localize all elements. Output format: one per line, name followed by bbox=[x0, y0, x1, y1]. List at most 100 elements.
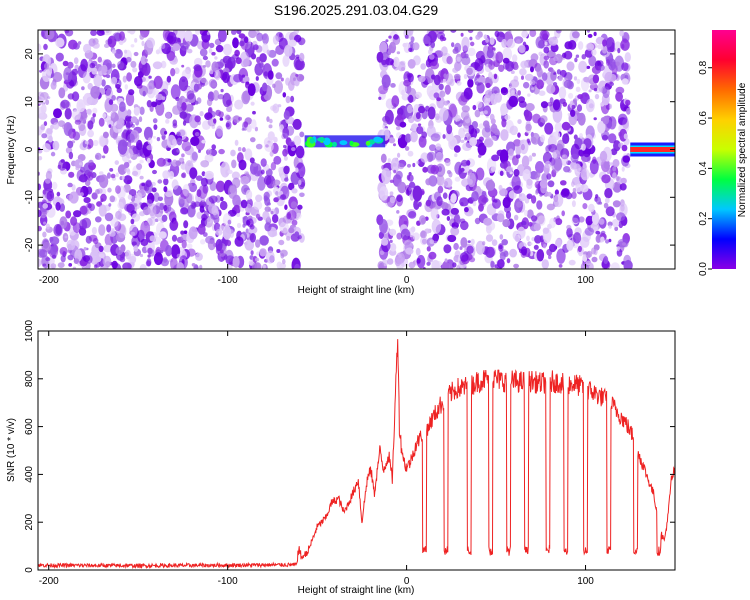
spectrogram-noise-blob bbox=[101, 155, 106, 159]
spectrogram-noise-blob bbox=[396, 132, 402, 139]
spectrogram-noise-blob bbox=[111, 228, 115, 233]
spectrogram-noise-blob bbox=[214, 56, 218, 60]
spectrogram-noise-blob bbox=[556, 30, 562, 34]
spectrogram-noise-blob bbox=[298, 157, 302, 163]
spectrogram-noise-blob bbox=[543, 243, 547, 249]
spectrogram-noise-blob bbox=[602, 115, 610, 125]
spectrogram-noise-blob bbox=[572, 98, 578, 104]
spectrogram-noise-blob bbox=[43, 221, 47, 225]
spectrogram-noise-blob bbox=[55, 52, 64, 62]
spectrogram-noise-blob bbox=[189, 167, 198, 180]
spectrogram-noise-blob bbox=[209, 42, 215, 49]
spectrogram-noise-blob bbox=[446, 170, 452, 175]
spectrogram-noise-blob bbox=[622, 155, 631, 163]
spectrogram-noise-blob bbox=[551, 68, 555, 74]
spectrogram-noise-blob bbox=[389, 179, 394, 183]
spectrogram-noise-blob bbox=[204, 153, 214, 163]
spectrogram-noise-blob bbox=[187, 182, 193, 188]
spectrogram-noise-blob bbox=[461, 55, 471, 66]
spectrogram-noise-blob bbox=[433, 74, 441, 86]
spectrogram-noise-blob bbox=[389, 239, 393, 243]
spectrogram-noise-blob bbox=[623, 260, 633, 269]
spectrogram-noise-blob bbox=[530, 132, 541, 145]
spectrogram-noise-blob bbox=[523, 209, 529, 217]
spectrogram-noise-blob bbox=[245, 81, 250, 85]
spectrogram-noise-blob bbox=[49, 236, 60, 246]
spectrogram-noise-blob bbox=[224, 249, 234, 263]
spectrogram-noise-blob bbox=[406, 104, 413, 114]
spectrogram-noise-blob bbox=[444, 180, 449, 187]
spectrogram-noise-blob bbox=[139, 253, 144, 258]
spectrogram-noise-blob bbox=[125, 249, 131, 260]
spectrogram-noise-blob bbox=[282, 148, 288, 157]
spectrogram-noise-blob bbox=[140, 220, 151, 237]
spectrogram-noise-blob bbox=[426, 246, 431, 252]
spectrogram-noise-blob bbox=[44, 62, 49, 70]
spectrogram-noise-blob bbox=[152, 89, 160, 96]
spectrogram-noise-blob bbox=[393, 56, 400, 68]
spectrogram-noise-blob bbox=[126, 56, 132, 63]
spectrogram-noise-blob bbox=[105, 88, 114, 101]
spectrogram-noise-blob bbox=[154, 218, 159, 222]
spectrogram-noise-blob bbox=[198, 185, 208, 199]
spectrogram-noise-blob bbox=[484, 89, 493, 99]
spectrogram-noise-blob bbox=[408, 47, 413, 52]
spectrogram-noise-blob bbox=[505, 60, 514, 72]
spectrogram-noise-blob bbox=[438, 107, 449, 122]
spectrogram-noise-blob bbox=[464, 207, 469, 213]
spectrogram-noise-blob bbox=[98, 117, 105, 127]
spectrogram-noise-blob bbox=[269, 151, 274, 157]
spectrogram-noise-blob bbox=[454, 42, 462, 53]
spectrogram-noise-blob bbox=[483, 34, 488, 40]
spectrogram-noise-blob bbox=[160, 210, 163, 214]
spectrogram-noise-blob bbox=[520, 246, 528, 256]
spectrogram-noise-blob bbox=[139, 264, 147, 269]
spectrogram-noise-blob bbox=[50, 151, 56, 157]
spectrogram-noise-blob bbox=[90, 85, 100, 99]
spectrogram-noise-blob bbox=[529, 30, 537, 38]
spectrogram-noise-blob bbox=[219, 117, 224, 121]
spectrogram-noise-blob bbox=[489, 36, 495, 46]
spectrogram-noise-blob bbox=[68, 151, 74, 160]
spectrogram-noise-blob bbox=[177, 37, 181, 43]
spectrogram-noise-blob bbox=[517, 226, 526, 239]
spectrogram-noise-blob bbox=[127, 30, 131, 34]
spectrogram-noise-blob bbox=[52, 71, 63, 83]
spectrogram-noise-blob bbox=[83, 247, 87, 251]
spectrogram-noise-blob bbox=[73, 258, 80, 264]
spectrogram-noise-blob bbox=[581, 54, 587, 60]
spectrogram-noise-blob bbox=[104, 233, 114, 247]
spectrogram-noise-blob bbox=[253, 200, 263, 210]
spectrogram-x-tick-label: 100 bbox=[577, 275, 594, 286]
spectrogram-noise-blob bbox=[234, 236, 244, 247]
spectrogram-noise-blob bbox=[50, 124, 54, 130]
spectrogram-noise-blob bbox=[276, 249, 281, 253]
spectrogram-noise-blob bbox=[136, 163, 143, 171]
spectrogram-noise-blob bbox=[172, 220, 179, 229]
spectrogram-noise-blob bbox=[604, 188, 613, 199]
spectrogram-noise-blob bbox=[59, 247, 68, 256]
spectrogram-noise-blob bbox=[442, 192, 448, 199]
spectrogram-noise-blob bbox=[523, 81, 530, 89]
spectrogram-noise-blob bbox=[238, 159, 247, 171]
spectrogram-noise-blob bbox=[97, 56, 103, 63]
spectrogram-noise-blob bbox=[283, 155, 288, 161]
spectrogram-noise-blob bbox=[597, 121, 606, 134]
spectrogram-noise-blob bbox=[469, 137, 478, 147]
spectrogram-noise-blob bbox=[509, 79, 520, 88]
spectrogram-noise-blob bbox=[146, 37, 156, 49]
spectrogram-noise-blob bbox=[74, 119, 81, 125]
spectrogram-noise-blob bbox=[80, 192, 84, 197]
spectrogram-noise-blob bbox=[100, 198, 104, 203]
spectrogram-noise-blob bbox=[71, 91, 80, 102]
spectrogram-noise-blob bbox=[121, 175, 125, 180]
spectrogram-noise-blob bbox=[38, 149, 43, 154]
spectrogram-noise-blob bbox=[585, 43, 595, 51]
spectrogram-noise-blob bbox=[115, 172, 119, 178]
spectrogram-noise-blob bbox=[208, 195, 218, 204]
spectrogram-noise-blob bbox=[573, 76, 578, 81]
spectrogram-noise-blob bbox=[485, 38, 489, 43]
spectrogram-noise-blob bbox=[50, 263, 57, 269]
spectrogram-noise-blob bbox=[197, 224, 206, 235]
spectrogram-noise-blob bbox=[91, 192, 98, 200]
